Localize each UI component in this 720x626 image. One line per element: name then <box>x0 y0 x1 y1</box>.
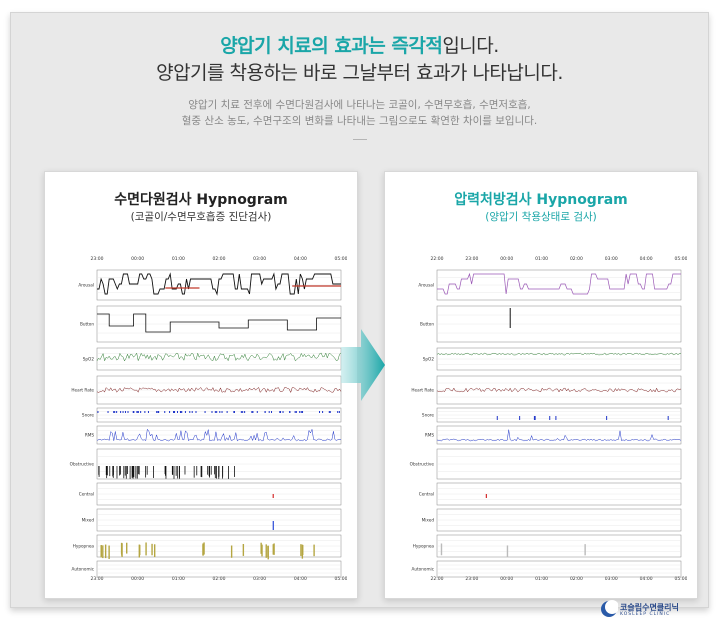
row-label: SpO2 <box>423 357 435 362</box>
row-label: Central <box>419 492 434 497</box>
left-panel-title: 수면다원검사 Hypnogram <box>114 192 288 208</box>
time-tick: 23:00 <box>91 256 104 262</box>
time-tick: 23:00 <box>91 576 104 582</box>
row-label: Snore <box>82 413 95 418</box>
description: 양압기 치료 전후에 수면다원검사에 나타나는 코골이, 수면무호흡, 수면저호… <box>11 97 708 129</box>
row-label: RMS <box>85 433 95 438</box>
time-tick: 22:00 <box>431 256 444 262</box>
right-panel: 압력처방검사 Hypnogram (양압기 착용상태로 검사) 22:00 23:… <box>384 171 698 599</box>
headline-1: 양압기 치료의 효과는 즉각적입니다. <box>11 33 708 60</box>
time-tick: 03:00 <box>605 576 618 582</box>
infographic-frame: 양압기 치료의 효과는 즉각적입니다. 양압기를 착용하는 바로 그날부터 효과… <box>10 12 709 608</box>
left-panel: 수면다원검사 Hypnogram (코골이/수면무호흡증 진단검사) 23:00… <box>44 171 358 599</box>
time-tick: 03:00 <box>605 256 618 262</box>
description-line-1: 양압기 치료 전후에 수면다원검사에 나타나는 코골이, 수면무호흡, 수면저호… <box>188 99 531 111</box>
description-line-2: 혈중 산소 농도, 수면구조의 변화를 나타내는 그림으로도 확연한 차이를 보… <box>181 115 538 127</box>
time-tick: 01:00 <box>535 576 548 582</box>
time-tick: 04:00 <box>640 256 653 262</box>
headline-highlight: 양압기 치료의 효과는 즉각적 <box>220 35 443 57</box>
divider <box>352 139 367 140</box>
time-tick: 23:00 <box>465 576 478 582</box>
row-label: Button <box>80 322 94 327</box>
right-panel-subtitle: (양압기 착용상태로 검사) <box>485 211 597 223</box>
time-tick: 05:00 <box>335 576 347 582</box>
row-label: Hypopnea <box>413 544 435 549</box>
time-tick: 04:00 <box>640 576 653 582</box>
row-label: Heart Rate <box>71 388 94 393</box>
row-label: Autonomic <box>412 567 435 572</box>
time-tick: 01:00 <box>535 256 548 262</box>
time-tick: 02:00 <box>213 576 226 582</box>
row-label: RMS <box>425 433 435 438</box>
time-tick: 02:00 <box>570 576 583 582</box>
time-tick: 00:00 <box>131 576 144 582</box>
row-label: SpO2 <box>83 357 95 362</box>
time-tick: 00:00 <box>500 256 513 262</box>
headline-2: 양압기를 착용하는 바로 그날부터 효과가 나타납니다. <box>156 62 563 84</box>
left-panel-subtitle: (코골이/수면무호흡증 진단검사) <box>130 211 272 223</box>
right-hypnogram: 22:00 23:00 00:00 01:00 02:00 03:00 04:00 05:00… <box>391 256 687 586</box>
row-label: Mixed <box>82 518 95 523</box>
left-hypnogram: 23:00 00:00 01:00 02:00 03:00 04:00 05:00 23:00… <box>51 256 347 586</box>
row-label: Arousal <box>418 283 434 288</box>
time-tick: 05:00 <box>335 256 347 262</box>
row-label: Mixed <box>422 518 435 523</box>
row-label: Obstructive <box>410 462 435 467</box>
time-tick: 02:00 <box>213 256 226 262</box>
moon-logo-icon <box>601 600 618 617</box>
row-label: Heart Rate <box>411 388 434 393</box>
time-tick: 04:00 <box>294 576 307 582</box>
time-tick: 00:00 <box>131 256 144 262</box>
time-tick: 03:00 <box>253 576 266 582</box>
row-label: Obstructive <box>70 462 95 467</box>
headline-rest: 입니다. <box>442 35 499 57</box>
logo-name: 코슬립수면클리닉 <box>620 603 679 612</box>
clinic-logo: 코슬립수면클리닉 KOSLEEP CLINIC <box>600 598 710 620</box>
time-tick: 00:00 <box>500 576 513 582</box>
time-tick: 05:00 <box>675 256 687 262</box>
time-tick: 03:00 <box>253 256 266 262</box>
time-tick: 23:00 <box>465 256 478 262</box>
time-tick: 01:00 <box>172 576 185 582</box>
time-tick: 01:00 <box>172 256 185 262</box>
row-label: Hypopnea <box>73 544 95 549</box>
time-tick: 04:00 <box>294 256 307 262</box>
row-label: Autonomic <box>72 567 95 572</box>
logo-sub: KOSLEEP CLINIC <box>620 612 671 617</box>
row-label: Central <box>79 492 94 497</box>
row-label: Snore <box>422 413 435 418</box>
right-panel-title: 압력처방검사 Hypnogram <box>454 192 628 208</box>
row-label: Button <box>420 322 434 327</box>
row-label: Arousal <box>78 283 94 288</box>
time-tick: 05:00 <box>675 576 687 582</box>
arrow-right-icon <box>341 329 385 401</box>
header: 양압기 치료의 효과는 즉각적입니다. 양압기를 착용하는 바로 그날부터 효과… <box>11 33 708 140</box>
time-tick: 22:00 <box>431 576 444 582</box>
time-tick: 02:00 <box>570 256 583 262</box>
